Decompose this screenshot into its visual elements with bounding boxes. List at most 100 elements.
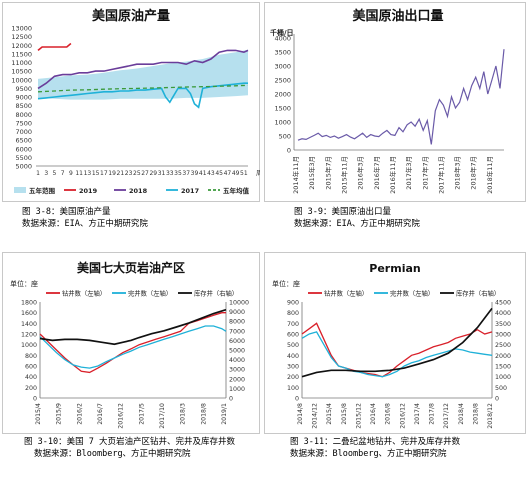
y-tick-label: 1000 xyxy=(274,119,291,127)
y-tick-label: 900 xyxy=(287,300,299,307)
x-tick-label: 2019/1 xyxy=(221,403,228,425)
x-tick-label: 2015/4 xyxy=(326,403,333,425)
y2-tick-label: 0 xyxy=(495,396,499,403)
x-tick-label: 29 xyxy=(149,170,157,177)
y-tick-label: 13000 xyxy=(11,25,32,33)
y-tick-label: 1600 xyxy=(21,310,37,317)
chart-panel-us-crude-exports: 美国原油出口量 千桶/日 0 500 1000 1500 2000 2500 3000 3500 4… xyxy=(264,2,526,202)
chart-frame xyxy=(2,2,260,202)
y-axis-unit-label: 单位：座 xyxy=(10,279,38,288)
x-tick-label: 2018/4 xyxy=(458,403,465,425)
chart-title: 美国七大页岩油产区 xyxy=(77,260,185,275)
caption-figure-3-10: 图 3-10：美国 7 大页岩油产区钻井、完井及库存井数 数据来源：Bloomb… xyxy=(24,436,235,460)
y2-tick-label: 3000 xyxy=(229,367,245,374)
x-tick-label: 35 xyxy=(174,170,182,177)
x-tick-label: 2015/12 xyxy=(355,403,362,429)
x-tick-label: 1 xyxy=(36,170,40,177)
y2-tick-label: 2000 xyxy=(495,353,511,360)
x-tick-label: 23 xyxy=(125,170,133,177)
x-tick-label: 25 xyxy=(133,170,141,177)
x-tick-label: 2017/8 xyxy=(429,403,436,425)
chart-title: 美国原油产量 xyxy=(92,8,170,24)
caption-title: 图 3-11：二叠纪盆地钻井、完井及库存井数 xyxy=(290,437,461,447)
x-tick-label: 2018/8 xyxy=(472,403,479,425)
chart-title: 美国原油出口量 xyxy=(352,8,443,24)
y-tick-label: 0 xyxy=(33,396,37,403)
x-unit-label: 周 xyxy=(256,169,260,177)
legend-label: 2017 xyxy=(181,187,199,195)
x-tick-label: 13 xyxy=(84,170,92,177)
legend-label: 完井数（左轴） xyxy=(128,289,172,298)
y2-tick-label: 4500 xyxy=(495,300,511,307)
x-tick-label: 2015/8 xyxy=(341,403,348,425)
x-tick-label: 2016/8 xyxy=(385,403,392,425)
y-tick-label: 3500 xyxy=(274,49,291,57)
x-tick-label: 2015/9 xyxy=(56,403,63,425)
y2-tick-label: 2000 xyxy=(229,376,245,383)
chart-frame xyxy=(2,252,260,434)
legend-swatch xyxy=(14,187,26,193)
y-tick-label: 500 xyxy=(287,342,299,349)
x-tick-label: 2015/4 xyxy=(35,403,42,425)
caption-source: 数据来源：EIA、方正中期研究院 xyxy=(294,219,420,229)
x-tick-label: 37 xyxy=(182,170,190,177)
y-tick-label: 9000 xyxy=(15,94,32,102)
x-tick-label: 2018/3 xyxy=(180,403,187,425)
x-tick-label: 2018年7月 xyxy=(469,156,478,190)
y-tick-label: 600 xyxy=(287,332,299,339)
chart-panel-us-crude-production: 美国原油产量 5000 5500 6000 6500 7000 7500 8000 8500 90… xyxy=(2,2,263,202)
x-tick-label: 2016/4 xyxy=(370,403,377,425)
x-tick-label: 9 xyxy=(69,170,73,177)
legend-label: 库存井（右轴） xyxy=(194,289,238,298)
y-tick-label: 1500 xyxy=(274,105,291,113)
legend-label: 完井数（左轴） xyxy=(390,289,434,298)
y-tick-label: 1400 xyxy=(21,321,37,328)
chart-frame xyxy=(264,2,526,202)
y-tick-label: 400 xyxy=(287,353,299,360)
y-tick-label: 800 xyxy=(25,353,37,360)
chart-panel-permian: Permian 单位：座 钻井数（左轴） 完井数（左轴） 库存井（右轴） 0 100 200 3… xyxy=(264,252,526,434)
series-line-完井数（左轴） xyxy=(39,325,227,369)
y2-tick-label: 8000 xyxy=(229,319,245,326)
caption-figure-3-9: 图 3-9：美国原油出口量 数据来源：EIA、方正中期研究院 xyxy=(294,206,420,230)
caption-title: 图 3-9：美国原油出口量 xyxy=(294,207,391,217)
legend-label: 库存井（右轴） xyxy=(456,289,500,298)
y-tick-label: 700 xyxy=(287,321,299,328)
y-tick-label: 7000 xyxy=(15,128,32,136)
x-tick-label: 2016/12 xyxy=(399,403,406,429)
x-tick-label: 2015年11月 xyxy=(339,156,348,194)
x-tick-label: 2018年11月 xyxy=(485,156,494,194)
series-line-库存井（右轴） xyxy=(39,308,227,346)
y-tick-label: 1800 xyxy=(21,300,37,307)
x-tick-label: 17 xyxy=(100,170,108,177)
series-line-2019 xyxy=(37,42,72,52)
series-line-exports xyxy=(297,49,505,145)
y-tick-label: 6000 xyxy=(15,145,32,153)
legend-label: 五年均值 xyxy=(223,186,250,195)
x-tick-label: 2014/8 xyxy=(297,403,304,425)
x-tick-label: 47 xyxy=(224,170,232,177)
y-tick-label: 8500 xyxy=(15,102,32,110)
series-line-2018 xyxy=(37,49,249,90)
y2-tick-label: 4000 xyxy=(229,357,245,364)
chart-panel-seven-shale-regions: 美国七大页岩油产区 单位：座 钻井数（左轴） 完井数（左轴） 库存井（右轴） 0 200 40… xyxy=(2,252,260,434)
x-tick-label: 21 xyxy=(117,170,125,177)
legend-label: 2018 xyxy=(129,187,148,195)
y2-tick-label: 9000 xyxy=(229,309,245,316)
x-tick-label: 49 xyxy=(232,170,240,177)
x-tick-label: 3 xyxy=(44,170,48,177)
y2-tick-label: 1500 xyxy=(495,364,511,371)
y2-tick-label: 1000 xyxy=(495,374,511,381)
y-tick-label: 100 xyxy=(287,385,299,392)
caption-source: 数据来源：Bloomberg、方正中期研究院 xyxy=(290,449,447,459)
y-tick-label: 11000 xyxy=(11,59,32,67)
caption-figure-3-11: 图 3-11：二叠纪盆地钻井、完井及库存井数 数据来源：Bloomberg、方正… xyxy=(290,436,460,460)
y2-tick-label: 7000 xyxy=(229,328,245,335)
legend-label: 钻井数（左轴） xyxy=(324,289,368,298)
y-tick-label: 5500 xyxy=(15,154,32,162)
x-tick-label: 2016/2 xyxy=(76,403,83,425)
y-tick-label: 4000 xyxy=(274,35,291,43)
x-tick-label: 2016年11月 xyxy=(388,156,397,194)
series-line-库存井（右轴） xyxy=(301,307,493,378)
